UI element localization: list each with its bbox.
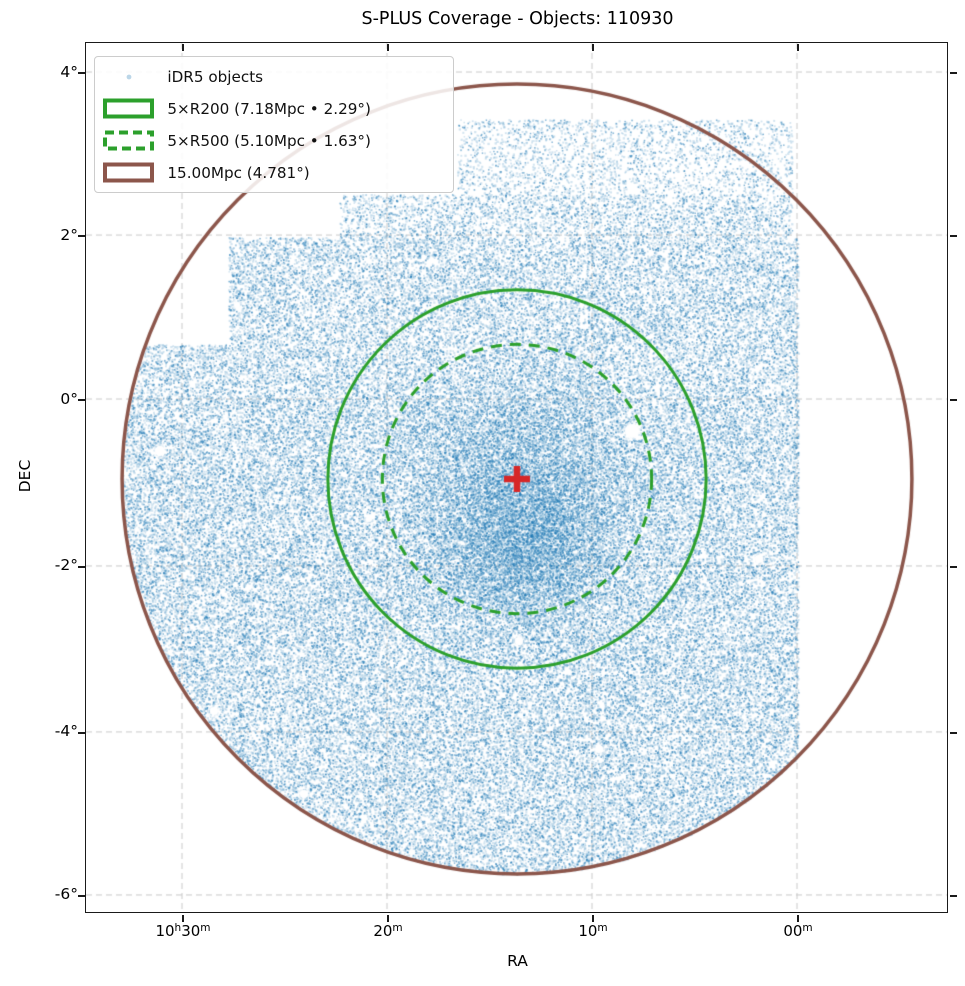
y-tick-mark-right	[949, 399, 957, 401]
x-tick-label: 20m	[373, 922, 402, 940]
x-tick-label: 10m	[578, 922, 607, 940]
x-tick-label-segment: m	[802, 922, 813, 934]
scatter-marker-icon	[101, 65, 157, 89]
x-tick-mark-top	[182, 44, 184, 51]
circle-line-swatch-icon	[101, 129, 157, 153]
y-tick-mark	[78, 895, 86, 897]
x-tick-mark	[797, 914, 799, 922]
y-tick-mark	[78, 566, 86, 568]
x-tick-label-segment: m	[597, 922, 608, 934]
legend-item: 5×R500 (5.10Mpc • 1.63°)	[101, 125, 445, 157]
legend-item-label: iDR5 objects	[167, 68, 264, 87]
chart-title: S-PLUS Coverage - Objects: 110930	[361, 9, 674, 29]
x-tick-label-segment: m	[200, 922, 211, 934]
plot-area: iDR5 objects 5×R200 (7.18Mpc • 2.29°) 5×R5…	[85, 42, 949, 914]
y-tick-label: 2°	[60, 225, 78, 244]
y-tick-mark	[78, 399, 86, 401]
x-tick-label: 10h30m	[155, 922, 210, 940]
legend-item-label: 15.00Mpc (4.781°)	[167, 163, 310, 182]
legend: iDR5 objects 5×R200 (7.18Mpc • 2.29°) 5×R5…	[94, 56, 455, 194]
x-tick-label-segment: m	[392, 922, 403, 934]
y-tick-label: 0°	[60, 389, 78, 408]
y-tick-mark-right	[949, 732, 957, 734]
y-axis-label: DEC	[16, 459, 34, 493]
legend-item: 5×R200 (7.18Mpc • 2.29°)	[101, 93, 445, 125]
circle-line-swatch-icon	[101, 97, 157, 121]
x-tick-label: 00m	[783, 922, 812, 940]
x-tick-label-segment: 30	[181, 922, 201, 940]
x-tick-label-segment: 00	[783, 922, 803, 940]
y-tick-mark-right	[949, 72, 957, 74]
y-tick-label: 4°	[60, 62, 78, 81]
y-tick-label: -4°	[54, 722, 78, 741]
x-tick-mark-top	[592, 44, 594, 51]
x-tick-mark-top	[387, 44, 389, 51]
x-tick-mark-top	[797, 44, 799, 51]
legend-item: 15.00Mpc (4.781°)	[101, 157, 445, 189]
x-tick-mark	[182, 914, 184, 922]
x-tick-mark	[387, 914, 389, 922]
y-tick-mark-right	[949, 566, 957, 568]
circle-line-swatch-icon	[101, 161, 157, 185]
y-tick-label: -6°	[54, 885, 78, 904]
x-tick-label-segment: 10	[155, 922, 175, 940]
x-tick-label-segment: 20	[373, 922, 393, 940]
y-tick-mark	[78, 72, 86, 74]
legend-item-label: 5×R500 (5.10Mpc • 1.63°)	[167, 131, 371, 150]
x-tick-mark	[592, 914, 594, 922]
x-tick-label-segment: h	[174, 922, 182, 934]
x-tick-label-segment: 10	[578, 922, 598, 940]
x-axis-label: RA	[507, 952, 528, 970]
y-tick-mark-right	[949, 235, 957, 237]
legend-item: iDR5 objects	[101, 61, 445, 93]
y-tick-mark-right	[949, 895, 957, 897]
y-tick-label: -2°	[54, 556, 78, 575]
y-tick-mark	[78, 732, 86, 734]
legend-item-label: 5×R200 (7.18Mpc • 2.29°)	[167, 100, 371, 119]
y-tick-mark	[78, 235, 86, 237]
